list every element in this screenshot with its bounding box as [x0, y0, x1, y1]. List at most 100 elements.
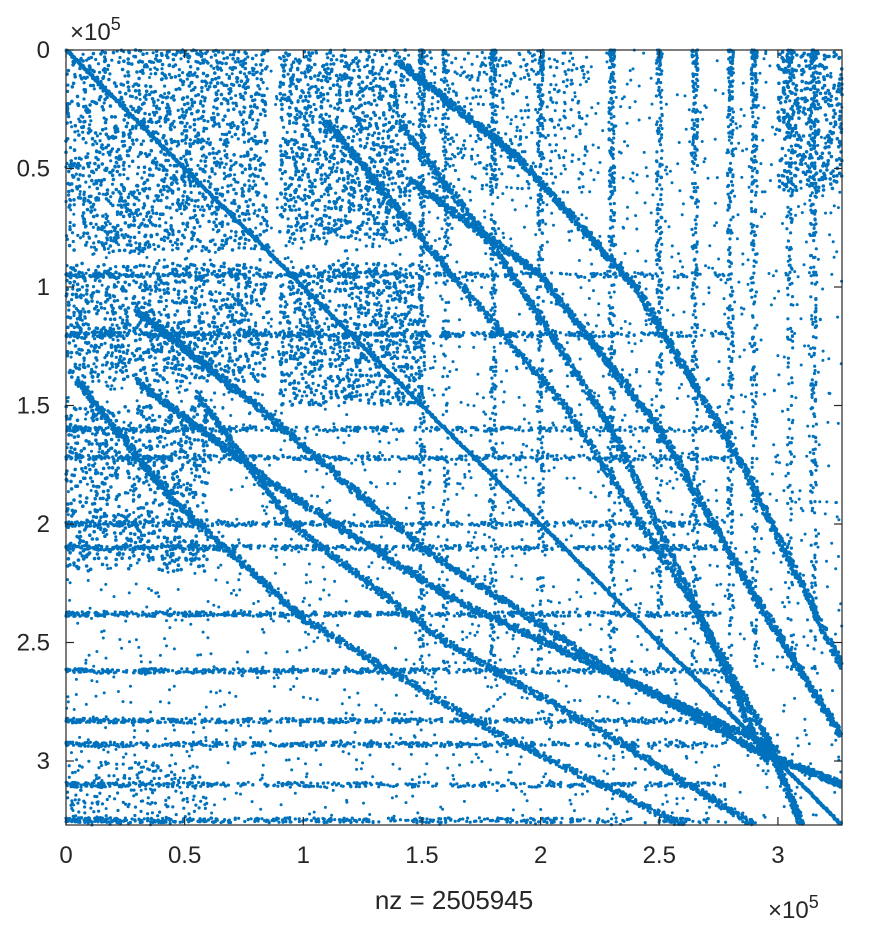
nonzero-point	[97, 97, 102, 102]
nonzero-point	[367, 301, 371, 305]
nonzero-point	[202, 179, 206, 183]
nonzero-point	[183, 114, 187, 118]
nonzero-point	[114, 442, 119, 447]
nonzero-point	[254, 336, 259, 340]
nonzero-point	[244, 61, 248, 65]
nonzero-point	[178, 87, 182, 91]
nonzero-point	[244, 120, 249, 125]
nonzero-point	[329, 206, 334, 211]
nonzero-point	[170, 328, 174, 332]
nonzero-point	[365, 382, 369, 386]
nonzero-point	[95, 134, 99, 138]
nonzero-point	[256, 345, 261, 350]
nonzero-point	[247, 163, 252, 167]
nonzero-point	[372, 269, 376, 273]
nonzero-point	[406, 345, 410, 349]
nonzero-point	[161, 445, 166, 449]
nonzero-point	[231, 66, 235, 70]
nonzero-point	[112, 136, 116, 140]
nonzero-point	[217, 268, 222, 273]
nonzero-point	[353, 181, 357, 185]
nonzero-point	[209, 64, 213, 68]
nonzero-point	[219, 367, 223, 371]
nonzero-point	[381, 389, 385, 393]
nonzero-point	[249, 94, 254, 99]
nonzero-point	[154, 163, 158, 167]
nonzero-point	[114, 265, 118, 269]
nonzero-point	[108, 222, 112, 226]
nonzero-point	[293, 115, 297, 119]
nonzero-point	[242, 154, 247, 158]
nonzero-point	[246, 55, 250, 59]
nonzero-point	[375, 308, 379, 312]
nonzero-point	[188, 65, 193, 69]
nonzero-point	[385, 279, 390, 284]
nonzero-point	[357, 180, 361, 184]
nonzero-point	[208, 185, 212, 189]
nonzero-point	[116, 298, 120, 303]
nonzero-point	[352, 345, 356, 349]
nonzero-point	[290, 150, 295, 154]
nonzero-point	[415, 305, 419, 309]
nonzero-point	[206, 87, 210, 92]
nonzero-point	[87, 268, 91, 272]
nonzero-point	[90, 479, 95, 484]
nonzero-point	[247, 131, 251, 136]
nonzero-point	[380, 65, 384, 69]
nonzero-point	[318, 217, 322, 221]
nonzero-point	[287, 320, 292, 325]
nonzero-point	[261, 108, 266, 112]
nonzero-point	[154, 120, 159, 125]
nonzero-point	[212, 325, 217, 329]
nonzero-point	[296, 68, 300, 72]
nonzero-point	[209, 81, 213, 85]
nonzero-point	[243, 308, 247, 312]
nonzero-point	[305, 128, 309, 132]
nonzero-point	[278, 321, 283, 325]
nonzero-point	[379, 87, 384, 91]
nonzero-point	[216, 280, 221, 284]
nonzero-point	[378, 383, 382, 387]
nonzero-point	[351, 341, 355, 346]
nonzero-point	[349, 397, 354, 401]
nonzero-point	[85, 231, 90, 236]
nonzero-point	[152, 463, 156, 468]
nonzero-point	[288, 280, 292, 284]
nonzero-point	[314, 153, 319, 157]
nonzero-point	[209, 55, 213, 59]
nonzero-point	[77, 310, 82, 315]
nonzero-point	[306, 194, 310, 198]
nonzero-point	[243, 66, 248, 71]
nonzero-point	[170, 361, 174, 366]
nonzero-point	[146, 240, 150, 244]
nonzero-point	[159, 198, 163, 203]
nonzero-point	[139, 142, 144, 147]
nonzero-point	[347, 205, 352, 210]
nonzero-point	[111, 249, 115, 254]
nonzero-point	[210, 167, 214, 171]
nonzero-point	[312, 393, 317, 397]
nonzero-point	[251, 290, 255, 294]
nonzero-point	[165, 563, 169, 567]
nonzero-point	[227, 292, 232, 296]
nonzero-point	[234, 298, 238, 302]
nonzero-point	[369, 102, 374, 106]
nonzero-point	[122, 235, 126, 240]
nonzero-point	[144, 324, 148, 329]
nonzero-point	[226, 184, 230, 188]
nonzero-point	[215, 337, 219, 341]
nonzero-point	[106, 67, 110, 72]
nonzero-point	[122, 118, 126, 122]
nonzero-point	[338, 97, 342, 102]
nonzero-point	[94, 101, 99, 106]
nonzero-point	[236, 284, 241, 289]
nonzero-point	[181, 71, 185, 75]
nonzero-point	[192, 184, 196, 188]
nonzero-point	[72, 310, 76, 315]
nonzero-point	[148, 67, 152, 71]
nonzero-point	[386, 398, 390, 403]
nonzero-point	[238, 237, 242, 241]
nonzero-point	[75, 484, 80, 489]
nonzero-point	[210, 320, 215, 325]
nonzero-point	[132, 235, 137, 240]
